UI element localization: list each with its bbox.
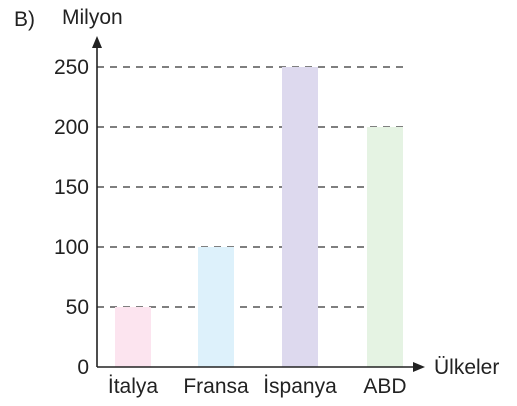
bar-i̇spanya	[282, 67, 318, 367]
x-axis-arrow	[413, 362, 425, 372]
y-tick-labels: 0 50 100 150 200 250	[54, 56, 89, 379]
y-tick-label: 150	[54, 176, 89, 199]
x-category-label: Fransa	[183, 375, 249, 398]
x-category-labels: İtalya Fransa İspanya ABD	[108, 375, 407, 398]
x-category-label: ABD	[363, 375, 406, 398]
y-axis-arrow	[92, 36, 102, 48]
y-tick-label: 50	[66, 296, 89, 319]
bar-fransa	[198, 247, 234, 367]
panel-label: B)	[14, 8, 35, 31]
x-category-label: İtalya	[108, 375, 159, 398]
bars	[115, 67, 403, 367]
x-category-label: İspanya	[263, 375, 337, 398]
axes	[92, 36, 425, 372]
grid-lines	[97, 66, 403, 308]
y-tick-label: 0	[77, 356, 89, 379]
x-axis-label: Ülkeler	[434, 356, 499, 379]
y-tick-label: 250	[54, 56, 89, 79]
bar-i̇talya	[115, 307, 151, 367]
y-tick-label: 200	[54, 116, 89, 139]
y-tick-label: 100	[54, 236, 89, 259]
bar-abd	[367, 127, 403, 367]
y-axis-label: Milyon	[62, 6, 123, 29]
